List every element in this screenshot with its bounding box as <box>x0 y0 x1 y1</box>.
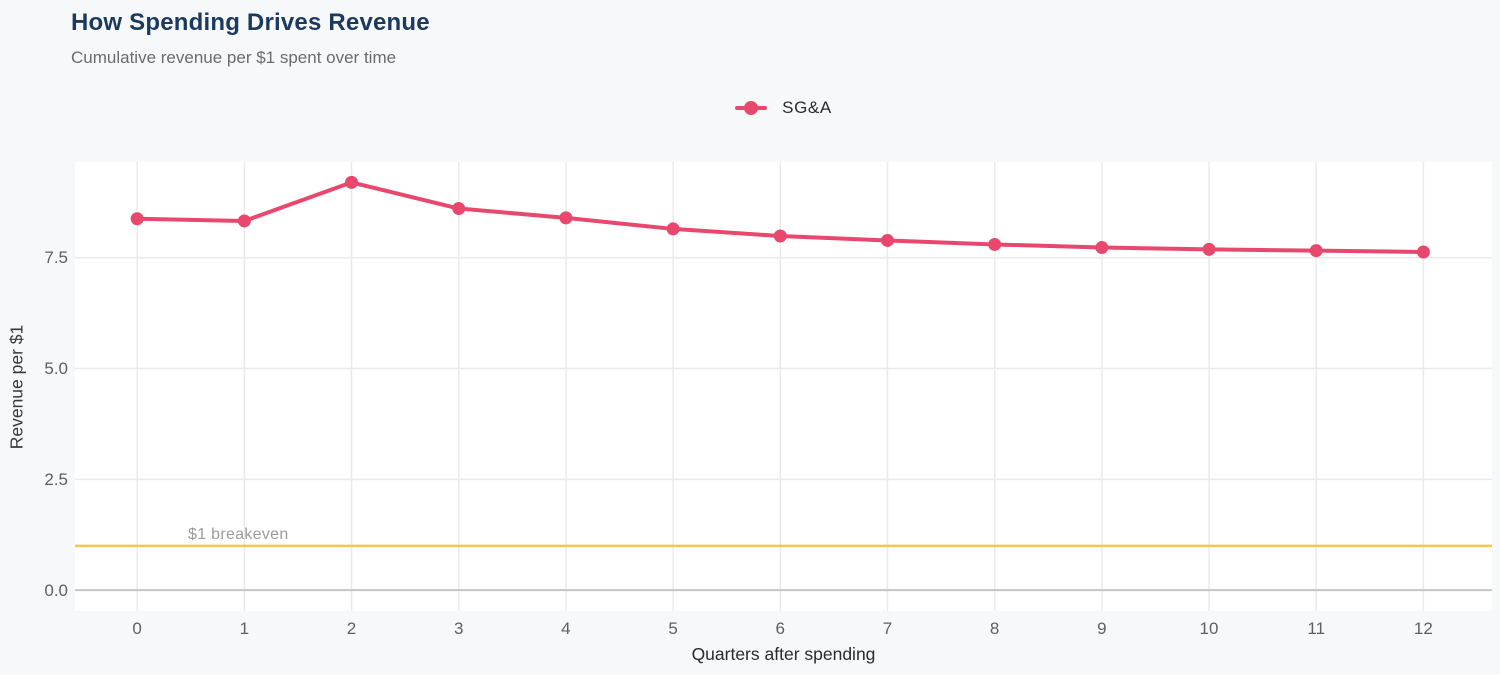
page-subtitle: Cumulative revenue per $1 spent over tim… <box>71 48 397 67</box>
x-tick-label: 8 <box>989 619 1000 638</box>
breakeven-annotation: $1 breakeven <box>188 526 289 543</box>
x-tick-label: 9 <box>1097 619 1107 638</box>
y-tick-label: 0.0 <box>44 580 68 600</box>
data-point <box>880 233 894 247</box>
data-point <box>988 237 1002 251</box>
x-tick-label: 10 <box>1199 619 1219 638</box>
y-tick-label: 7.5 <box>44 248 68 268</box>
legend-dot-icon <box>744 101 759 115</box>
data-point <box>452 202 466 216</box>
data-point <box>1202 242 1216 256</box>
data-point <box>1095 241 1109 255</box>
x-tick-label: 2 <box>346 619 357 638</box>
legend-item-sga[interactable]: SG&A <box>735 98 832 118</box>
y-tick-label: 2.5 <box>44 469 68 489</box>
legend-line-marker-icon <box>735 101 768 115</box>
x-tick-label: 3 <box>453 619 464 638</box>
data-point <box>773 229 787 243</box>
y-axis-title: Revenue per $1 <box>6 324 27 450</box>
x-tick-label: 7 <box>882 619 893 638</box>
x-tick-label: 12 <box>1413 619 1433 638</box>
chart-plot-area <box>75 162 1492 611</box>
x-tick-label: 5 <box>668 619 678 638</box>
y-tick-label: 5.0 <box>44 359 68 379</box>
data-point <box>345 175 359 189</box>
x-tick-label: 0 <box>132 619 142 638</box>
x-axis-title: Quarters after spending <box>691 644 876 664</box>
data-point <box>666 222 680 236</box>
data-point <box>1416 245 1430 259</box>
data-point <box>559 211 573 225</box>
page-title: How Spending Drives Revenue <box>71 9 430 36</box>
chart-canvas <box>75 162 1492 611</box>
chart-legend: SG&A <box>75 95 1492 121</box>
data-point <box>1309 244 1323 258</box>
data-point <box>237 214 251 228</box>
x-tick-label: 11 <box>1307 619 1326 638</box>
x-tick-label: 1 <box>239 619 250 638</box>
x-tick-label: 4 <box>561 619 571 638</box>
legend-label: SG&A <box>782 98 832 117</box>
data-point <box>130 212 144 226</box>
x-tick-label: 6 <box>775 619 786 638</box>
